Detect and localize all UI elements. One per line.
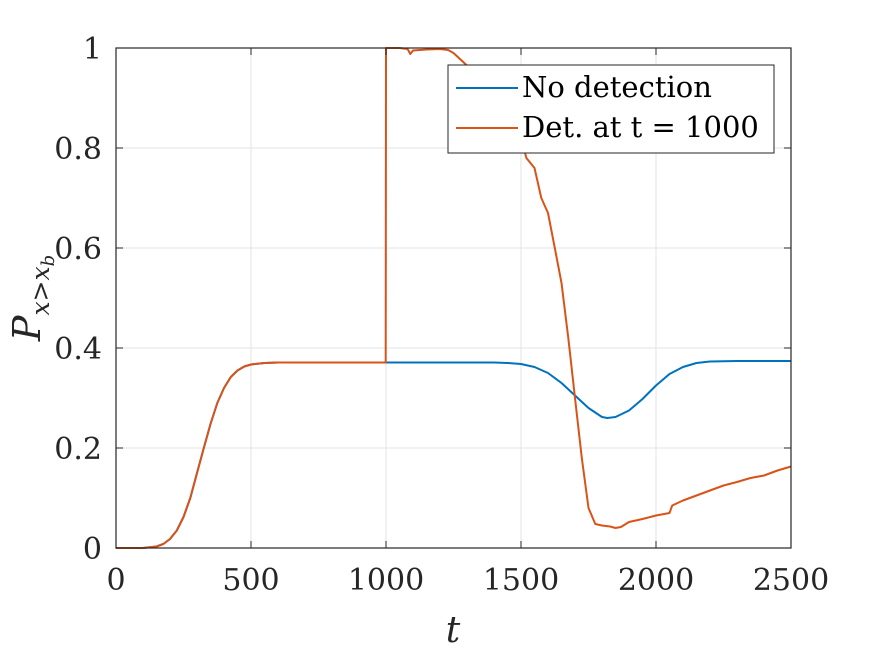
y-tick-label: 0.8 — [54, 132, 102, 167]
y-axis-label-subscript: x>x — [26, 266, 55, 315]
y-tick-label: 0.4 — [54, 332, 102, 367]
y-tick-label: 0.2 — [54, 432, 102, 467]
y-axis-label-subsub: b — [38, 255, 59, 267]
x-tick-label: 2500 — [753, 563, 829, 598]
plot-frame — [115, 47, 792, 549]
x-tick-label: 1500 — [483, 563, 559, 598]
x-tick-label: 500 — [222, 563, 279, 598]
x-axis-label: t — [446, 610, 461, 651]
y-tick-label: 0 — [83, 532, 102, 567]
y-axis-label: Px>xb — [5, 255, 59, 342]
legend-box — [447, 64, 775, 154]
legend-entry-no-detection: No detection — [522, 70, 712, 104]
x-tick-label: 2000 — [618, 563, 694, 598]
legend: No detection Det. at t = 1000 — [447, 64, 775, 154]
x-tick-label: 1000 — [348, 563, 424, 598]
x-tick-label: 0 — [106, 563, 125, 598]
tick-marks — [115, 47, 792, 549]
legend-entry-det-at-1000: Det. at t = 1000 — [522, 110, 759, 144]
tick-labels: 0 500 1000 1500 2000 2500 0 0.2 0.4 0.6 0.8 1 — [54, 32, 829, 598]
y-axis-label-base: P — [5, 314, 49, 342]
y-tick-label: 1 — [83, 32, 102, 67]
y-tick-label: 0.6 — [54, 232, 102, 267]
